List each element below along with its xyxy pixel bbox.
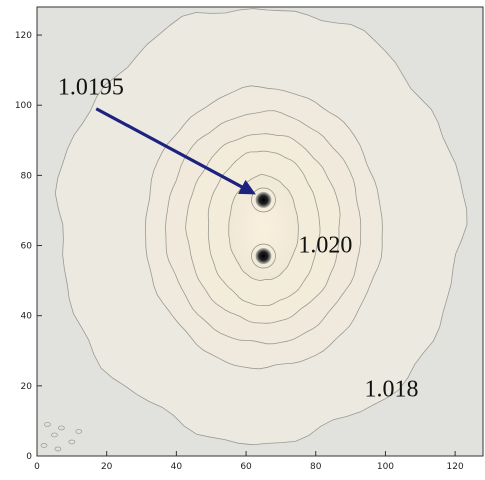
noise-speck: [40, 443, 48, 448]
y-tick-label: 60: [21, 242, 33, 252]
plot-frame: [36, 6, 484, 457]
source-spot-2: [255, 248, 272, 265]
source-spot-1: [255, 191, 272, 208]
y-axis-ticks: 0 20 40 60 80 100 120: [15, 31, 42, 462]
annotation-label-3: 1.018: [365, 376, 419, 402]
x-tick-label: 100: [377, 462, 394, 472]
noise-speck: [51, 432, 58, 438]
noise-speck: [58, 425, 65, 431]
y-tick-label: 40: [21, 312, 33, 322]
noise-speck: [44, 422, 51, 427]
annotations: 1.0195 1.020 1.018: [58, 75, 419, 403]
y-tick-label: 100: [15, 101, 32, 111]
annotation-label-1: 1.0195: [58, 75, 124, 101]
x-tick-label: 120: [447, 462, 464, 472]
noise-speck: [75, 429, 83, 434]
source-ring: [251, 243, 276, 269]
noise-speck: [54, 446, 62, 452]
x-tick-label: 0: [34, 462, 40, 472]
x-tick-label: 60: [240, 462, 252, 472]
y-tick-label: 80: [21, 171, 33, 181]
x-axis-ticks: 0 20 40 60 80 100 120: [34, 451, 464, 472]
contour-line-6: [228, 173, 299, 281]
source-ring: [251, 187, 276, 213]
y-tick-label: 120: [15, 31, 32, 41]
contour-lines: [40, 8, 468, 452]
noise-speck: [68, 439, 76, 445]
annotation-arrow: [95, 107, 256, 195]
source-spots: [251, 187, 276, 269]
x-tick-label: 80: [310, 462, 322, 472]
x-tick-label: 40: [171, 462, 183, 472]
x-tick-label: 20: [101, 462, 113, 472]
y-tick-label: 20: [21, 382, 33, 392]
annotation-label-2: 1.020: [298, 233, 352, 259]
y-tick-label: 0: [26, 452, 32, 462]
